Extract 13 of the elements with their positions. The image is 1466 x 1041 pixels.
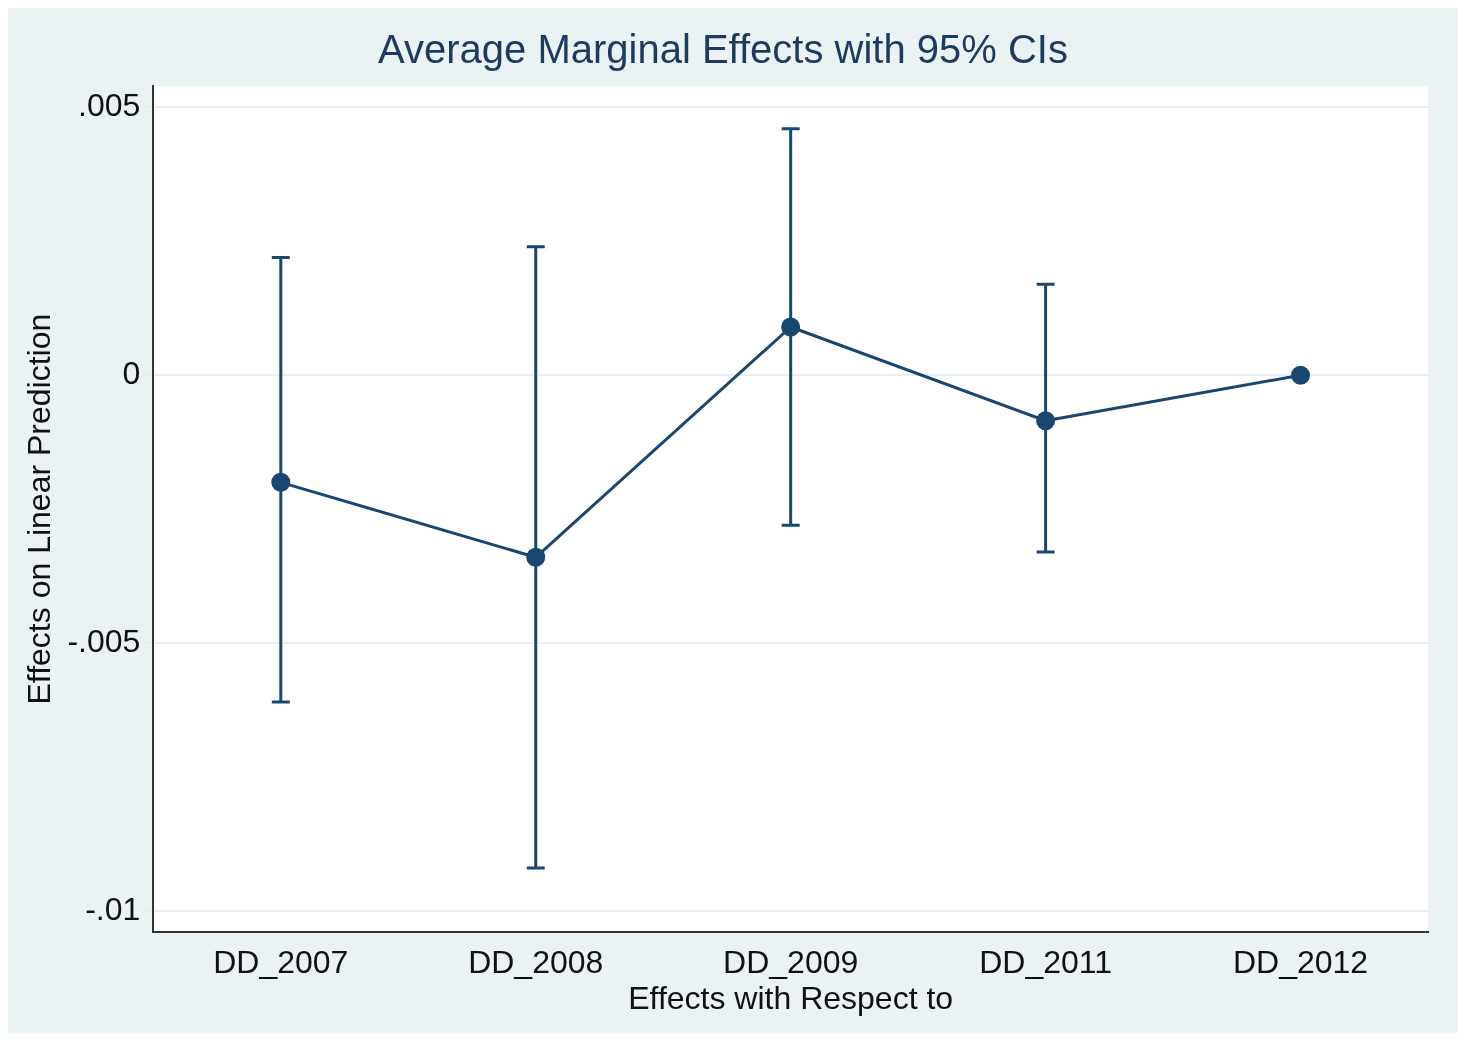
chart-title: Average Marginal Effects with 95% CIs — [378, 27, 1068, 72]
y-axis-title: Effects on Linear Prediction — [21, 313, 58, 705]
y-tick-label: .005 — [78, 87, 141, 124]
x-tick-label: DD_2008 — [468, 944, 604, 981]
x-tick-label: DD_2011 — [979, 944, 1113, 981]
y-tick-label: -.01 — [85, 890, 141, 927]
y-tick-label: -.005 — [67, 622, 141, 659]
x-axis-title: Effects with Respect to — [628, 979, 954, 1016]
x-tick-label: DD_2012 — [1232, 944, 1369, 981]
x-tick-label: DD_2007 — [213, 944, 349, 981]
x-tick-label: DD_2009 — [723, 944, 859, 981]
point — [1291, 365, 1311, 385]
y-tick-label: 0 — [122, 355, 141, 392]
